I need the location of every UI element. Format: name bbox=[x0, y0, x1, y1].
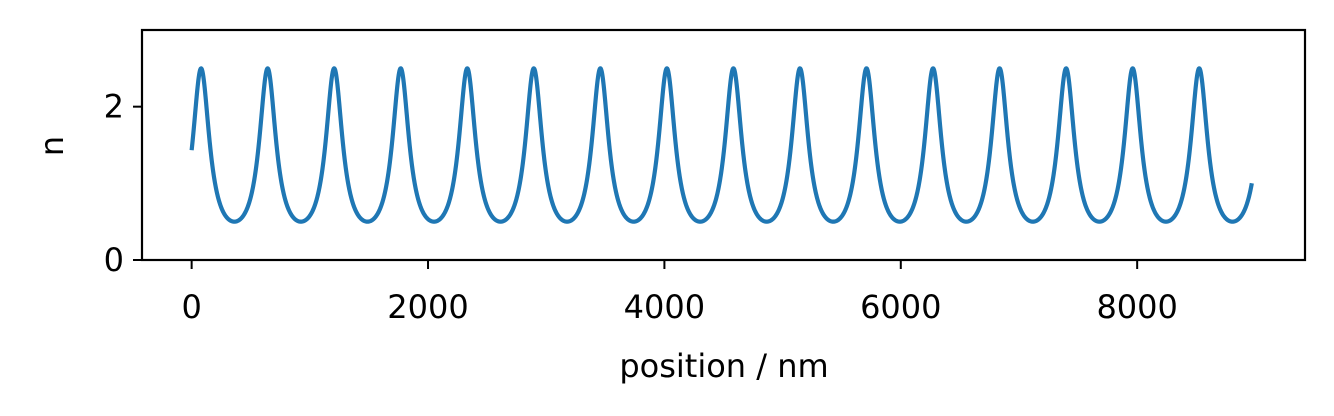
y-ticks: 02 bbox=[104, 88, 142, 279]
x-axis: 0 2000 4000 6000 8000 position / nm bbox=[181, 260, 1178, 385]
plot-area bbox=[140, 28, 1307, 262]
x-tick-label: 8000 bbox=[1096, 288, 1177, 326]
axes-frame bbox=[140, 28, 1307, 262]
y-tick-label: 2 bbox=[104, 88, 124, 126]
y-axis: 02 n bbox=[33, 88, 142, 279]
x-tick-label: 4000 bbox=[624, 288, 705, 326]
y-axis-label: n bbox=[33, 136, 71, 156]
x-axis-label: position / nm bbox=[619, 347, 828, 385]
x-ticks: 0 2000 4000 6000 8000 bbox=[181, 260, 1178, 326]
series-line bbox=[189, 66, 1254, 224]
x-tick-label: 6000 bbox=[860, 288, 941, 326]
x-tick-label: 2000 bbox=[387, 288, 468, 326]
y-tick-label: 0 bbox=[104, 241, 124, 279]
x-tick-label: 0 bbox=[181, 288, 201, 326]
